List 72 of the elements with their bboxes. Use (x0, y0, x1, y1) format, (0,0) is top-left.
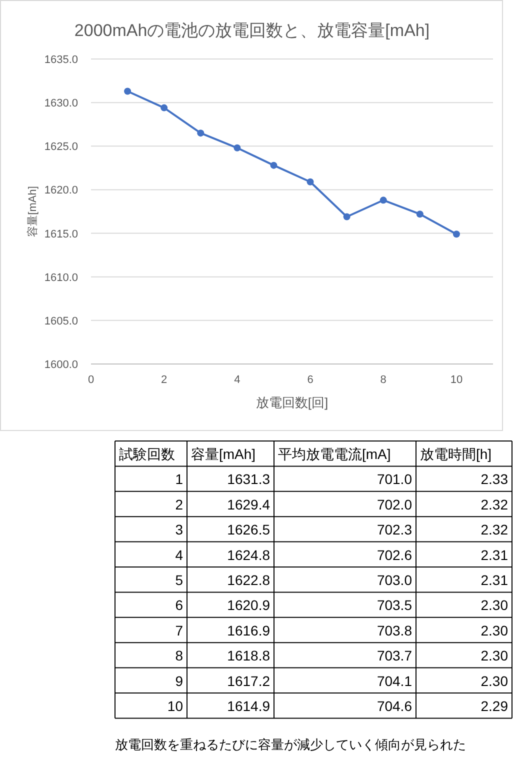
data-label: 1614.9 (227, 698, 270, 714)
data-label: 1626.5 (227, 522, 270, 538)
y-tick-label: 9 (175, 672, 184, 689)
point (452, 230, 460, 238)
y-tick-label: 2 (175, 496, 184, 512)
data-label: 704.6 (376, 698, 412, 714)
data-label: 2.33 (480, 471, 508, 488)
data-label: 2.30 (480, 648, 508, 664)
data-label: 1620.9 (227, 597, 270, 614)
point (416, 210, 424, 218)
x-tick-label: 6 (307, 374, 314, 386)
data-label: 702.6 (376, 546, 412, 563)
y-tick-label: 6 (175, 597, 184, 614)
chart-title: 2000mAhの電池の放電回数と、放電容量[mAh] (74, 21, 430, 40)
data-label: 2.30 (480, 597, 508, 614)
point (380, 196, 387, 204)
y-tick-label: 1635.0 (44, 54, 78, 66)
data-label: 2.32 (480, 496, 508, 512)
data-label: 1617.2 (227, 672, 270, 689)
data-label: 703.0 (376, 572, 412, 588)
x-tick-label: 8 (380, 374, 386, 386)
point (160, 104, 168, 112)
x-tick-label: 平均放電電流[mA] (278, 446, 391, 462)
x-tick-label: 容量[mAh] (191, 446, 256, 462)
data-label: 703.8 (376, 622, 412, 638)
y-tick-label: 1630.0 (44, 98, 78, 110)
x-tick-label: 放電時間[h] (420, 446, 492, 462)
data-label: 702.0 (376, 496, 412, 512)
data-label: 701.0 (376, 471, 412, 488)
data-label: 703.5 (376, 597, 412, 614)
x-tick-label: 10 (450, 374, 463, 386)
y-tick-label: 1625.0 (44, 141, 78, 154)
y-tick-label: 1600.0 (44, 359, 78, 371)
x-axis-title: 放電回数[回] (256, 395, 328, 410)
y-tick-label: 3 (175, 522, 184, 538)
point (124, 88, 132, 95)
data-label: 704.1 (376, 672, 412, 689)
x-tick-label: 0 (88, 374, 94, 386)
text: 放電回数を重ねるたびに容量が減少していく傾向が見られた (115, 737, 466, 752)
x-tick-label: 4 (234, 374, 240, 386)
y-axis-title: 容量[mAh] (26, 186, 39, 237)
data-label: 703.7 (376, 648, 412, 664)
data-label: 1631.3 (227, 471, 270, 488)
data-label: 1622.8 (227, 572, 270, 588)
y-tick-label: 7 (175, 622, 184, 638)
data-label: 1624.8 (227, 546, 270, 563)
data-label: 702.3 (376, 522, 412, 538)
data-label: 1629.4 (227, 496, 270, 512)
data-label: 2.30 (480, 672, 508, 689)
y-tick-label: 1605.0 (44, 315, 78, 328)
point (343, 213, 350, 220)
data-label: 1618.8 (227, 648, 270, 664)
data-label: 2.29 (480, 698, 508, 714)
y-tick-label: 1610.0 (44, 272, 78, 284)
y-tick-label: 10 (167, 698, 184, 714)
data-label: 2.31 (480, 546, 508, 563)
x-tick-label: 2 (161, 374, 168, 386)
y-tick-label: 8 (175, 648, 184, 664)
point (197, 130, 204, 137)
y-axis-title: 試験回数 (119, 446, 175, 462)
data-label: 1616.9 (227, 622, 270, 638)
point (270, 162, 278, 169)
data-label: 2.31 (480, 572, 508, 588)
point (234, 144, 241, 152)
data-label: 2.32 (480, 522, 508, 538)
y-tick-label: 1620.0 (44, 184, 78, 197)
point (306, 178, 314, 186)
data-label: 2.30 (480, 622, 508, 638)
y-tick-label: 5 (175, 572, 184, 588)
y-tick-label: 1 (175, 471, 184, 488)
y-tick-label: 1615.0 (44, 228, 78, 240)
y-tick-label: 4 (175, 546, 184, 563)
